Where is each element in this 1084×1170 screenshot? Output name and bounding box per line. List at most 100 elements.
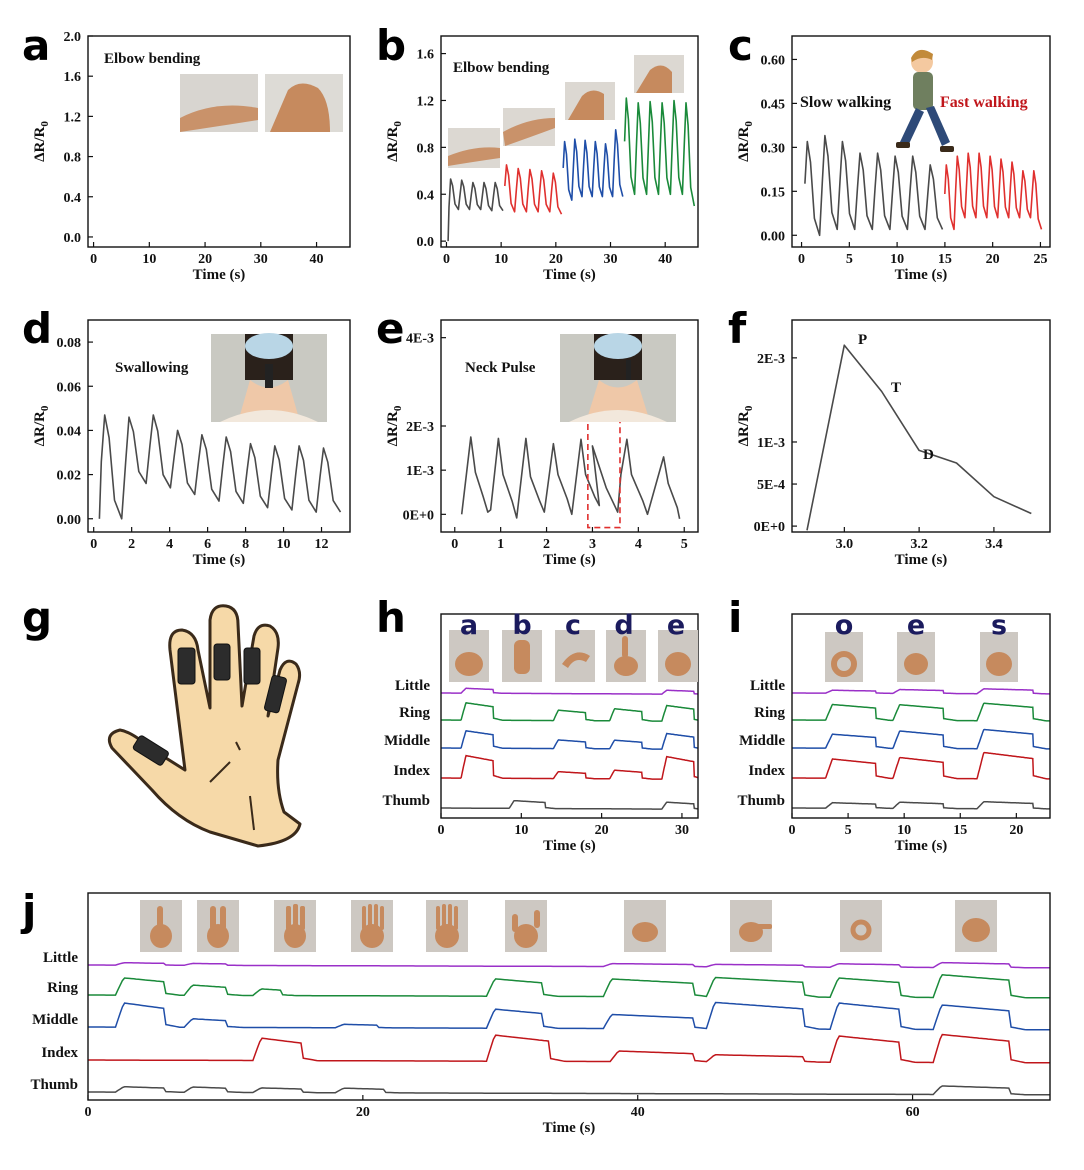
x-axis-label-h: Time (s) xyxy=(543,838,596,854)
annotation-fast-walking: Fast walking xyxy=(940,94,1028,111)
y-tick-label: 0.4 xyxy=(64,191,82,206)
chart-f: 3.0 3.2 3.4 Time (s) 0E+0 5E-4 1E-3 2E-3 ΔR/R0 xyxy=(736,319,1051,568)
row-label-thumb: Thumb xyxy=(30,1077,78,1093)
plot-frame-a xyxy=(87,35,351,248)
sign-letter: s xyxy=(991,610,1007,641)
chart-c: 0 5 10 15 20 25 Time (s) 0.00 0.15 0.30 0.45 0.60 ΔR… xyxy=(736,35,1051,283)
x-tick-label: 5 xyxy=(681,537,688,552)
series-line-f-0 xyxy=(806,344,1032,531)
chart-h: Little Ring Middle Index Thumb 0 10 20 30 Time (s… xyxy=(382,613,699,854)
y-tick-label: 0.60 xyxy=(761,53,786,68)
x-tick-label: 10 xyxy=(277,537,291,552)
y-axis-label-f: ΔR/R0 xyxy=(736,405,755,446)
x-tick-label: 10 xyxy=(897,823,911,838)
row-label-middle: Middle xyxy=(32,1012,78,1028)
y-tick-label: 1.2 xyxy=(64,110,82,125)
panel-label-c: c xyxy=(728,21,753,70)
finger-trace-middle xyxy=(88,1001,1050,1031)
plot-frame-b xyxy=(440,35,699,248)
row-label-ring: Ring xyxy=(399,705,430,721)
x-axis-label-f: Time (s) xyxy=(895,552,948,568)
x-tick-label: 30 xyxy=(604,252,618,267)
x-tick-label: 2 xyxy=(543,537,550,552)
x-tick-label: 3.0 xyxy=(836,537,854,552)
finger-trace-middle xyxy=(441,729,699,750)
series-line-b-2 xyxy=(562,129,624,201)
finger-trace-little xyxy=(88,961,1050,969)
row-label-little: Little xyxy=(750,678,785,694)
y-tick-label: 0.04 xyxy=(57,424,82,439)
x-tick-label: 0 xyxy=(443,252,450,267)
y-tick-label: 0.00 xyxy=(57,513,82,528)
x-axis-label-j: Time (s) xyxy=(543,1120,596,1136)
y-tick-label: 0E+0 xyxy=(754,520,785,535)
sign-letter: c xyxy=(565,610,581,641)
x-tick-label: 20 xyxy=(356,1105,370,1120)
series-line-d-0 xyxy=(98,414,342,520)
finger-trace-thumb xyxy=(792,800,1050,810)
photo-elbow-b4 xyxy=(634,55,684,93)
x-tick-label: 25 xyxy=(1033,252,1047,267)
y-tick-label: 0.0 xyxy=(417,235,435,250)
x-tick-label: 5 xyxy=(845,823,852,838)
panel-label-a: a xyxy=(22,21,50,70)
x-tick-label: 0 xyxy=(438,823,445,838)
x-tick-label: 60 xyxy=(906,1105,920,1120)
x-tick-label: 20 xyxy=(595,823,609,838)
row-label-index: Index xyxy=(41,1045,78,1061)
panel-label-i: i xyxy=(728,593,742,642)
panel-label-j: j xyxy=(20,886,36,935)
finger-trace-thumb xyxy=(88,1085,1050,1096)
finger-trace-index xyxy=(792,751,1050,780)
chart-b: 0 10 20 30 40 Time (s) 0.0 0.4 0.8 1.2 1.6 ΔR/R0 xyxy=(385,35,699,283)
y-tick-label: 1.6 xyxy=(64,70,82,85)
x-tick-label: 40 xyxy=(310,252,324,267)
y-tick-label: 0.4 xyxy=(417,188,435,203)
x-tick-label: 3 xyxy=(589,537,596,552)
sign-letter: a xyxy=(460,610,478,641)
walking-person-illustration xyxy=(896,49,954,152)
x-tick-label: 20 xyxy=(549,252,563,267)
finger-trace-thumb xyxy=(441,799,699,810)
photo-neck-pulse xyxy=(560,333,676,422)
x-tick-label: 2 xyxy=(128,537,135,552)
x-axis-label-i: Time (s) xyxy=(895,838,948,854)
chart-i: Little Ring Middle Index Thumb 0 5 10 15 20 Time (… xyxy=(737,613,1051,854)
y-tick-label: 1E-3 xyxy=(406,464,434,479)
photo-elbow-b2 xyxy=(503,108,555,146)
y-tick-label: 1.6 xyxy=(417,48,435,63)
x-tick-label: 5 xyxy=(846,252,853,267)
x-tick-label: 0 xyxy=(90,537,97,552)
photo-elbow-b1 xyxy=(448,128,500,168)
sign-letters-i: o e s xyxy=(835,610,1007,641)
sign-photos-h xyxy=(449,630,698,682)
x-tick-label: 15 xyxy=(953,823,967,838)
chart-e-title: Neck Pulse xyxy=(465,360,536,376)
y-axis-label-c: ΔR/R0 xyxy=(736,121,755,162)
x-tick-label: 4 xyxy=(166,537,173,552)
sign-letter: d xyxy=(614,610,633,641)
x-tick-label: 1 xyxy=(497,537,504,552)
chart-b-title: Elbow bending xyxy=(453,60,550,76)
x-tick-label: 3.4 xyxy=(985,537,1003,552)
y-axis-label-e: ΔR/R0 xyxy=(385,405,404,446)
finger-trace-ring xyxy=(792,702,1050,722)
series-line-b-1 xyxy=(504,164,563,215)
x-tick-label: 10 xyxy=(514,823,528,838)
y-tick-label: 0E+0 xyxy=(403,508,434,523)
x-tick-label: 40 xyxy=(658,252,672,267)
sign-letter: o xyxy=(835,610,854,641)
y-tick-label: 0.0 xyxy=(64,231,82,246)
x-tick-label: 4 xyxy=(635,537,642,552)
y-axis-label-b: ΔR/R0 xyxy=(385,121,404,162)
x-tick-label: 8 xyxy=(242,537,249,552)
y-tick-label: 2.0 xyxy=(64,30,82,45)
x-tick-label: 20 xyxy=(1009,823,1023,838)
y-tick-label: 0.08 xyxy=(57,336,82,351)
y-tick-label: 0.8 xyxy=(64,151,82,166)
x-tick-label: 0 xyxy=(798,252,805,267)
chart-d: 0 2 4 6 8 10 12 Time (s) 0.00 0.02 0.04 0.06 0.08 ΔR/… xyxy=(32,319,351,568)
y-axis-label-a: ΔR/R0 xyxy=(32,121,51,162)
x-axis-label-c: Time (s) xyxy=(895,267,948,283)
panel-label-f: f xyxy=(728,304,747,353)
